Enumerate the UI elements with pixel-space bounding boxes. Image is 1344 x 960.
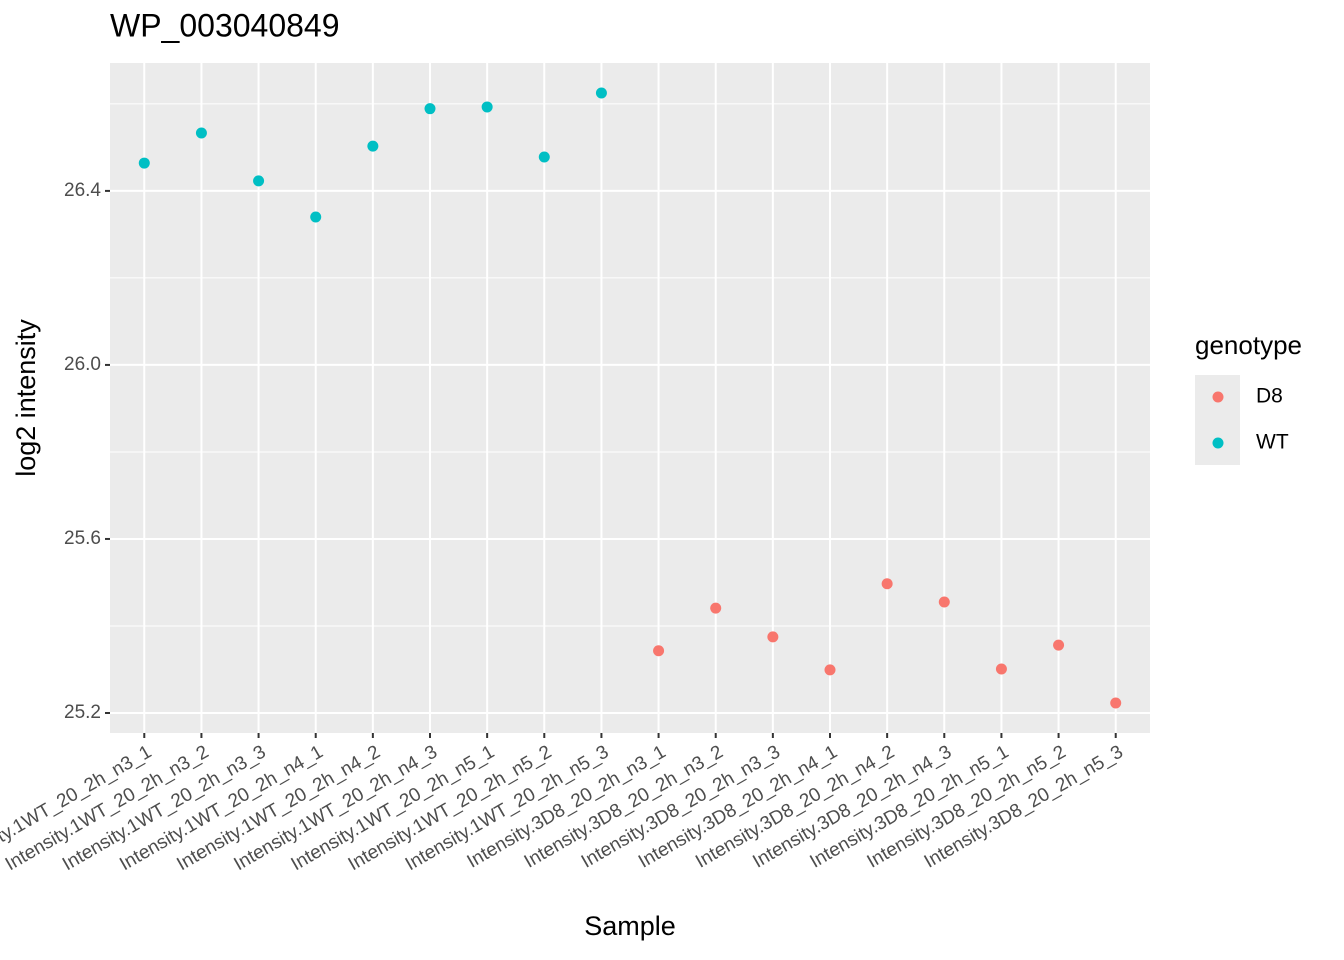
panel (110, 63, 1150, 733)
point (195, 127, 207, 139)
point (653, 645, 665, 657)
legend-label: WT (1256, 431, 1289, 454)
x-axis-title: Sample (584, 911, 676, 941)
legend-keys (1195, 375, 1240, 465)
point (481, 101, 493, 113)
legend-key (1212, 437, 1224, 449)
chart-title: WP_003040849 (110, 7, 340, 43)
point (595, 87, 607, 99)
y-tick-label: 25.2 (64, 702, 101, 723)
point (310, 211, 322, 223)
point (824, 664, 836, 676)
point (253, 175, 265, 187)
point (995, 663, 1007, 675)
y-tick-label: 25.6 (64, 528, 101, 549)
point (1110, 697, 1122, 709)
legend-key (1212, 391, 1224, 403)
y-axis-title: log2 intensity (11, 319, 41, 477)
legend-label: D8 (1256, 385, 1283, 408)
legend-title: genotype (1195, 330, 1302, 360)
point (938, 596, 950, 608)
point (367, 140, 379, 152)
y-tick-label: 26.0 (64, 354, 101, 375)
y-tick-label: 26.4 (64, 180, 101, 201)
point (538, 151, 550, 163)
point (138, 157, 150, 169)
point (1053, 639, 1065, 651)
point (424, 103, 436, 115)
point (767, 631, 779, 643)
point (710, 602, 722, 614)
point (881, 578, 893, 590)
